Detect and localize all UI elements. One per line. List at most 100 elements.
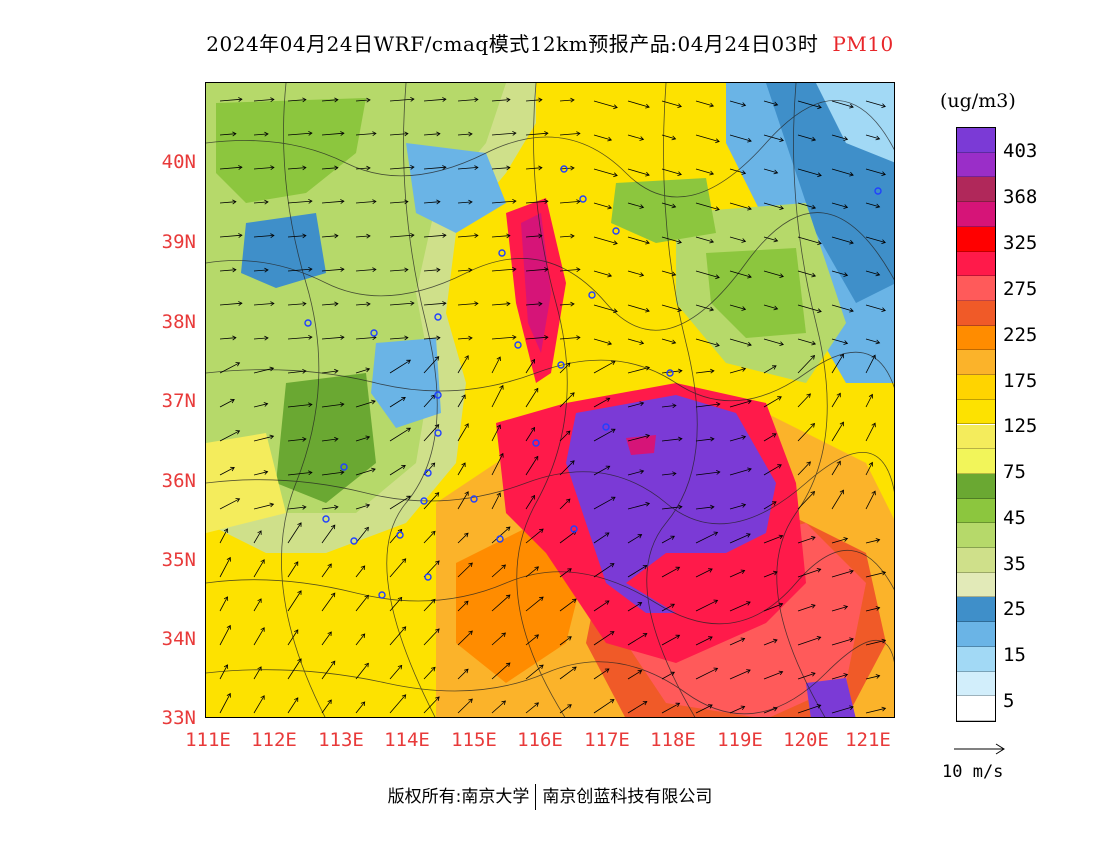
wind-vector: [219, 337, 236, 340]
wind-vector-head: [506, 301, 511, 307]
wind-vector-head: [257, 530, 262, 535]
wind-vector-head: [609, 563, 615, 568]
wind-vector: [287, 336, 312, 340]
wind-vector-head: [339, 402, 345, 407]
wind-vector-head: [404, 131, 409, 137]
wind-vector: [661, 236, 682, 243]
company-text: 南京创蓝科技有限公司: [542, 787, 713, 807]
colorbar-segment: [957, 202, 995, 227]
colorbar-segment: [957, 226, 995, 252]
wind-vector: [593, 100, 618, 108]
wind-vector: [729, 504, 746, 510]
wind-vector-head: [330, 660, 336, 666]
wind-vector-head: [773, 169, 779, 175]
wind-vector: [525, 200, 548, 204]
wind-vector: [593, 236, 618, 244]
wind-vector-head: [294, 561, 299, 566]
wind-vector-head: [772, 365, 777, 370]
wind-vector: [423, 628, 440, 646]
wind-vector: [525, 664, 544, 680]
wind-vector-head: [671, 203, 677, 209]
wind-vector: [457, 269, 473, 272]
wind-vector: [219, 98, 242, 102]
wind-vector-head: [260, 627, 265, 632]
wind-vector: [355, 337, 376, 340]
wind-vector: [525, 388, 539, 408]
wind-vector-head: [302, 504, 307, 510]
wind-vector: [253, 471, 268, 476]
wind-vector-head: [642, 701, 648, 706]
wind-vector: [797, 202, 816, 209]
wind-vector: [763, 236, 778, 242]
wind-vector-head: [849, 239, 854, 245]
wind-vector: [491, 492, 501, 510]
wind-vector-head: [708, 636, 713, 641]
wind-vector-head: [772, 501, 777, 506]
wind-vector: [865, 304, 886, 311]
wind-vector: [593, 465, 610, 476]
wind-vector-head: [232, 267, 237, 273]
wind-vector-head: [570, 97, 575, 103]
wind-vector-head: [713, 599, 719, 604]
wind-vector: [253, 598, 262, 612]
wind-vector-head: [468, 698, 473, 704]
wind-vector: [423, 531, 436, 544]
wind-vector-head: [406, 495, 411, 500]
wind-vector: [491, 385, 504, 408]
wind-vector: [627, 602, 642, 612]
wind-vector-head: [677, 307, 682, 312]
wind-vector-head: [740, 705, 746, 711]
wind-vector: [695, 667, 718, 680]
wind-vector: [559, 133, 580, 136]
wind-vector-head: [401, 396, 406, 402]
wind-vector: [321, 235, 338, 238]
wind-vector-head: [645, 103, 650, 109]
wind-vector: [219, 467, 235, 476]
wind-vector-head: [740, 569, 746, 575]
wind-vector: [525, 235, 542, 238]
wind-vector: [253, 303, 274, 306]
wind-vector-head: [576, 267, 581, 273]
wind-vector-head: [843, 340, 849, 345]
wind-vector-head: [570, 233, 575, 239]
lon-label-111e: 111E: [185, 729, 231, 751]
wind-vector: [559, 460, 575, 476]
wind-vector: [355, 527, 369, 544]
wind-vector-head: [468, 267, 473, 273]
wind-vector-head: [264, 267, 269, 273]
wind-vector: [865, 394, 873, 408]
colorbar-segment: [957, 671, 995, 697]
wind-vector: [219, 557, 231, 578]
wind-vector: [593, 168, 618, 176]
wind-vector: [559, 269, 580, 272]
wind-vector-head: [269, 366, 275, 372]
wind-vector: [865, 639, 886, 646]
wind-vector: [423, 424, 439, 442]
wind-vector: [627, 503, 650, 510]
wind-vector-head: [773, 638, 778, 644]
wind-vector-head: [410, 164, 415, 170]
wind-vector: [389, 626, 407, 646]
wind-vector-head: [505, 594, 511, 600]
wind-vector-head: [639, 204, 645, 209]
wind-vector-head: [401, 694, 407, 699]
wind-vector: [457, 235, 478, 238]
wind-vector: [355, 633, 366, 646]
wind-vector: [627, 435, 650, 442]
wind-vector: [321, 438, 338, 442]
colorbar-segment: [957, 276, 995, 301]
wind-vector-head: [499, 452, 504, 458]
wind-vector-head: [360, 633, 366, 639]
wind-vector-head: [710, 504, 715, 510]
wind-vector: [831, 638, 854, 646]
wind-vector-head: [365, 503, 371, 509]
wind-vector-head: [506, 165, 511, 171]
wind-vector: [627, 202, 644, 208]
wind-vector-head: [372, 131, 377, 137]
wind-vector-head: [843, 136, 849, 141]
wind-vector-head: [710, 368, 715, 374]
wind-vector-head: [778, 670, 784, 676]
wind-vector: [219, 201, 236, 204]
lon-label-115e: 115E: [451, 729, 497, 751]
wind-vector-head: [849, 705, 854, 711]
